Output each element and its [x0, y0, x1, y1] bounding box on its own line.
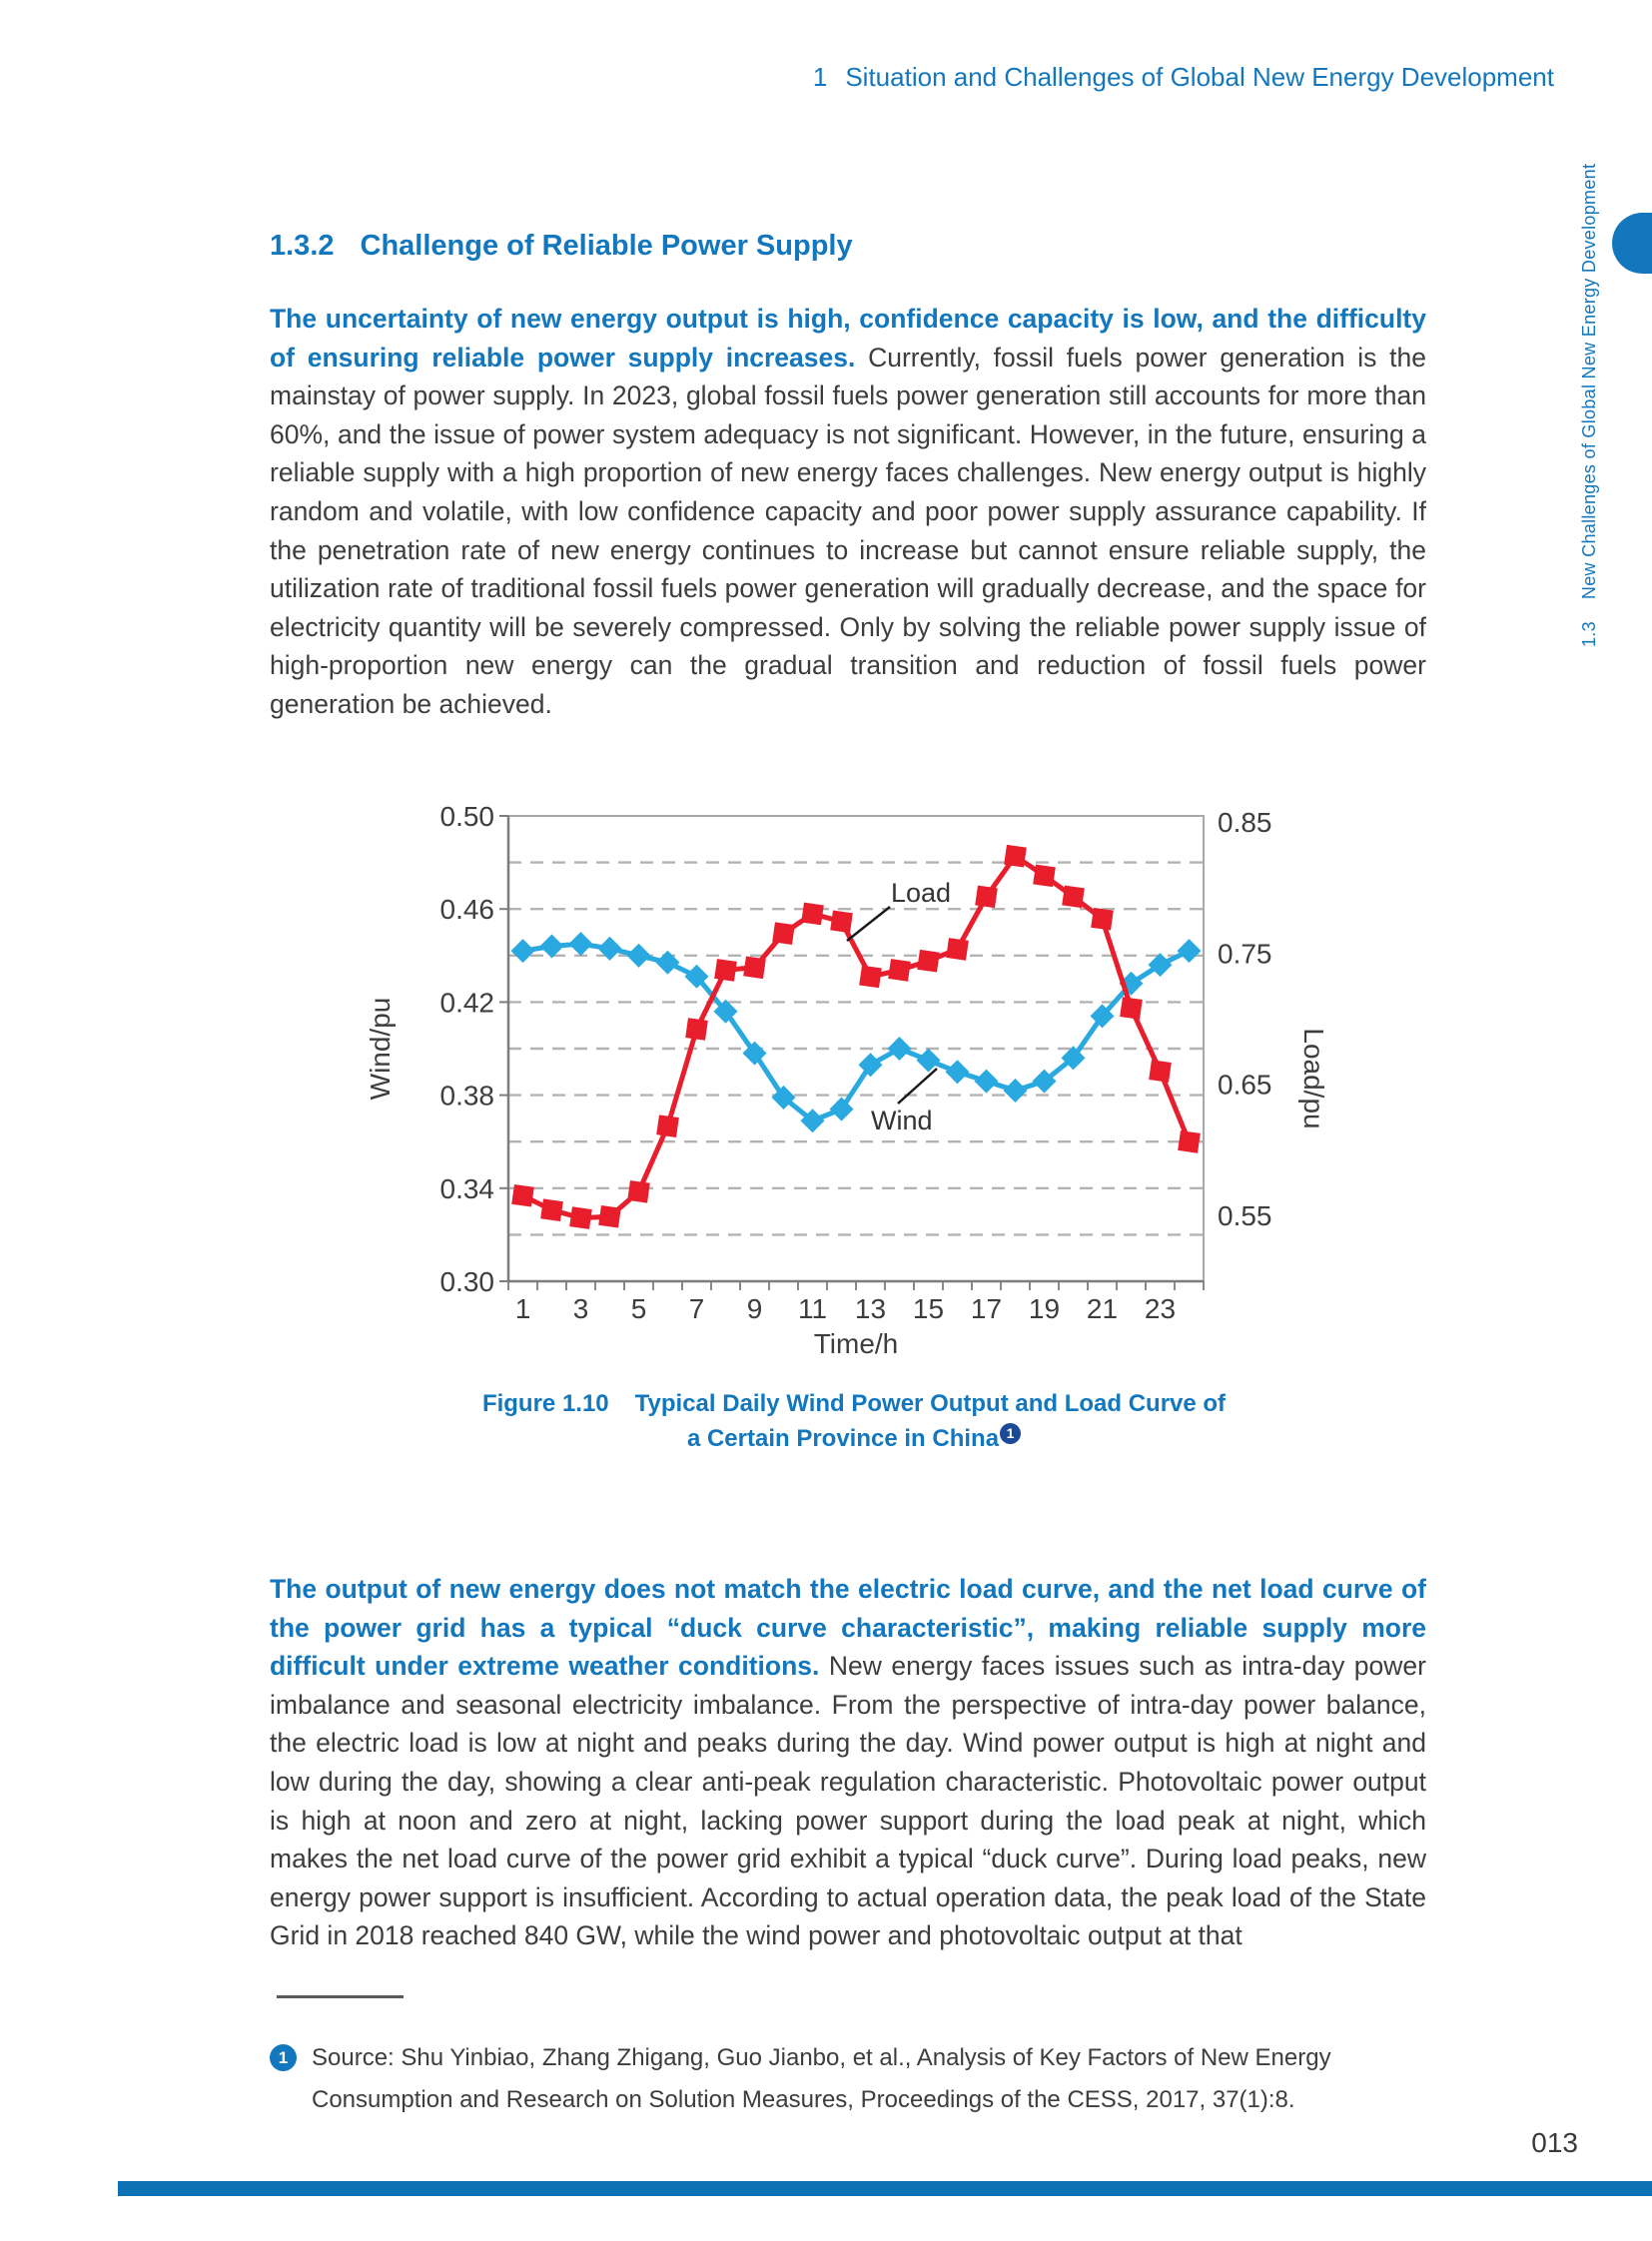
- figure-caption-line1: Figure 1.10 Typical Daily Wind Power Outp…: [481, 1390, 1227, 1417]
- figure-1-10-chart: 0.50 0.46 0.42 0.38 0.34 0.30 0.85 0.75 0.65 0.55…: [360, 779, 1348, 1378]
- left-axis-tick-label: 0.50: [440, 801, 495, 832]
- load-data-marker: [946, 938, 969, 961]
- wind-data-marker: [945, 1060, 970, 1085]
- load-data-marker: [627, 1180, 650, 1203]
- wind-data-marker: [626, 943, 651, 968]
- footnote-ref-badge: 1: [1000, 1423, 1022, 1444]
- footnote-text: Source: Shu Yinbiao, Zhang Zhigang, Guo …: [312, 2044, 1331, 2113]
- load-data-marker: [859, 965, 882, 989]
- x-axis-tick-label: 5: [631, 1293, 647, 1324]
- load-annotation-leader: [846, 906, 891, 942]
- wind-load-line-chart: 0.50 0.46 0.42 0.38 0.34 0.30 0.85 0.75 0.65 0.55…: [365, 801, 1329, 1359]
- wind-data-marker: [510, 939, 535, 964]
- chapter-thumb-tab: [1612, 213, 1652, 274]
- load-annotation-label: Load: [891, 878, 951, 908]
- paragraph-1-lead: The uncertainty of new energy output is …: [270, 304, 1426, 373]
- chapter-number: 1: [812, 62, 828, 92]
- x-axis-tick-label: 9: [747, 1293, 763, 1324]
- x-axis-tick-label: 17: [971, 1293, 1002, 1324]
- wind-annotation-leader: [897, 1068, 938, 1105]
- x-axis-tick-label: 11: [798, 1293, 827, 1324]
- wind-data-marker: [1032, 1069, 1057, 1094]
- right-axis-tick-label: 0.55: [1218, 1200, 1272, 1231]
- wind-data-marker: [1148, 953, 1173, 978]
- left-axis-tick-label: 0.46: [440, 894, 495, 925]
- load-data-marker: [569, 1206, 592, 1229]
- section-number: 1.3.2: [270, 230, 335, 262]
- paragraph-1: The uncertainty of new energy output is …: [270, 300, 1426, 724]
- x-axis-tick-label: 7: [689, 1293, 705, 1324]
- wind-data-marker: [568, 932, 593, 957]
- load-data-marker: [917, 949, 940, 973]
- load-data-marker: [1091, 907, 1114, 931]
- wind-data-marker: [597, 936, 622, 961]
- right-axis-tick-label: 0.85: [1218, 807, 1272, 838]
- footnote-marker-badge: 1: [270, 2044, 297, 2071]
- left-axis-tick-label: 0.34: [440, 1173, 495, 1204]
- load-data-marker: [772, 922, 795, 945]
- section-title: Challenge of Reliable Power Supply: [360, 230, 853, 262]
- load-data-marker: [511, 1183, 534, 1207]
- footnote: 1 Source: Shu Yinbiao, Zhang Zhigang, Gu…: [270, 2037, 1408, 2121]
- chapter-title: Situation and Challenges of Global New E…: [845, 62, 1554, 92]
- load-data-marker: [1120, 997, 1143, 1020]
- load-data-marker: [1004, 844, 1027, 868]
- right-axis-title: Load/pu: [1298, 1028, 1329, 1128]
- figure-caption: Figure 1.10 Typical Daily Wind Power Outp…: [360, 1386, 1348, 1456]
- footer-accent-bar: [118, 2181, 1652, 2196]
- paragraph-1-body: Currently, fossil fuels power generation…: [270, 342, 1426, 719]
- load-data-marker: [801, 902, 824, 926]
- load-data-marker: [598, 1204, 621, 1228]
- paragraph-2-lead: The output of new energy does not match …: [270, 1574, 1426, 1682]
- right-axis-tick-label: 0.65: [1218, 1070, 1272, 1101]
- left-axis-tick-label: 0.38: [440, 1081, 495, 1112]
- figure-caption-number: Figure 1.10: [481, 1390, 609, 1417]
- footnote-separator: [277, 1995, 404, 1998]
- wind-data-marker: [887, 1036, 912, 1062]
- load-data-marker: [1062, 885, 1085, 909]
- sidebar-section-title: New Challenges of Global New Energy Deve…: [1579, 163, 1599, 600]
- figure-caption-line2: a Certain Province in China 1: [360, 1421, 1348, 1456]
- load-data-marker: [685, 1018, 708, 1041]
- wind-data-marker: [1090, 1004, 1115, 1029]
- load-data-marker: [1178, 1130, 1201, 1153]
- right-axis-tick-label: 0.75: [1218, 938, 1272, 969]
- left-axis-tick-label: 0.30: [440, 1266, 495, 1297]
- load-data-marker: [830, 910, 853, 934]
- wind-data-marker: [1177, 939, 1202, 964]
- x-axis-tick-label: 3: [573, 1293, 589, 1324]
- load-data-marker: [656, 1115, 679, 1137]
- wind-data-marker: [1061, 1046, 1086, 1071]
- load-data-marker: [714, 959, 737, 982]
- wind-data-marker: [974, 1069, 999, 1094]
- x-axis-tick-label: 13: [855, 1293, 886, 1324]
- x-axis-tick-label: 15: [913, 1293, 944, 1324]
- x-axis-tick-label: 23: [1145, 1293, 1176, 1324]
- wind-annotation-label: Wind: [871, 1106, 933, 1135]
- load-data-marker: [540, 1198, 563, 1221]
- left-axis-tick-label: 0.42: [440, 987, 495, 1018]
- wind-data-marker: [1003, 1078, 1028, 1103]
- x-axis-tick-label: 19: [1029, 1293, 1060, 1324]
- load-data-marker: [888, 959, 911, 982]
- x-axis-title: Time/h: [814, 1328, 899, 1359]
- left-axis-title: Wind/pu: [365, 998, 396, 1101]
- load-data-marker: [1033, 864, 1056, 888]
- sidebar-section-label: 1.3 New Challenges of Global New Energy D…: [1579, 164, 1600, 647]
- x-axis-tick-label: 21: [1087, 1293, 1118, 1324]
- load-data-marker: [743, 956, 766, 980]
- load-data-marker: [1149, 1060, 1172, 1083]
- page-header: 1 Situation and Challenges of Global New …: [813, 62, 1554, 93]
- load-data-marker: [975, 885, 998, 909]
- wind-data-marker: [655, 950, 680, 975]
- paragraph-2-body: New energy faces issues such as intra-da…: [270, 1651, 1426, 1951]
- paragraph-2: The output of new energy does not match …: [270, 1570, 1426, 1955]
- page-number: 013: [1531, 2127, 1578, 2158]
- x-axis-tick-label: 1: [515, 1293, 531, 1324]
- section-heading: 1.3.2 Challenge of Reliable Power Supply: [270, 230, 853, 263]
- sidebar-section-number: 1.3: [1579, 621, 1599, 647]
